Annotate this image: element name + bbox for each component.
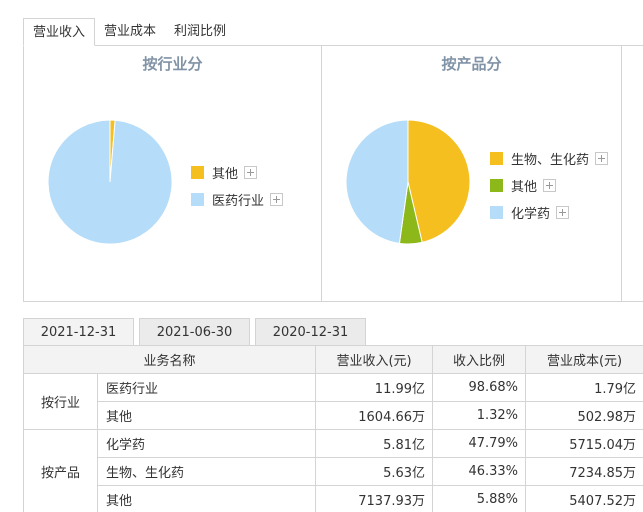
top-tab-bar: 营业收入 营业成本 利润比例 [23, 18, 235, 46]
legend-item-pharma-industry: 医药行业 [191, 186, 284, 213]
tab-cost[interactable]: 营业成本 [104, 24, 157, 39]
row-ratio: 1.32% [432, 401, 527, 430]
revenue-breakdown-table: 业务名称 营业收入(元) 收入比例 营业成本(元) 按行业 医药行业 11.99… [22, 345, 643, 512]
date-tab-2020-12-31[interactable]: 2020-12-31 [255, 318, 366, 346]
legend-swatch-other [490, 179, 503, 192]
table-row: 生物、生化药 5.63亿 46.33% 7234.85万 [24, 457, 643, 486]
group-label-product: 按产品 [23, 429, 98, 512]
table-header-row: 业务名称 营业收入(元) 收入比例 营业成本(元) [22, 345, 643, 374]
legend-item-other: 其他 [191, 159, 283, 186]
row-ratio: 47.79% [432, 429, 527, 458]
industry-pie-section: 按行业分 其他 医药行业 [24, 46, 322, 301]
legend-item-chemical-drug: 化学药 [490, 199, 608, 226]
pie-slice-1-0 [407, 119, 471, 243]
row-name: 化学药 [96, 429, 317, 458]
tab-revenue[interactable]: 营业收入 [23, 18, 96, 46]
date-tab-2021-12-31[interactable]: 2021-12-31 [23, 318, 134, 346]
industry-pie-chart [47, 119, 173, 245]
legend-swatch-biochem [490, 152, 503, 165]
expand-plus-icon[interactable] [270, 193, 284, 206]
product-pie-title: 按产品分 [441, 55, 502, 73]
expand-plus-icon[interactable] [556, 206, 570, 219]
product-pie-chart [345, 119, 471, 245]
legend-label-pharma-industry: 医药行业 [212, 194, 265, 209]
group-label-industry: 按行业 [23, 373, 98, 430]
legend-item-other: 其他 [490, 172, 608, 199]
pie-slice-1-2 [345, 119, 409, 244]
row-revenue: 7137.93万 [315, 485, 434, 512]
table-row: 其他 7137.93万 5.88% 5407.52万 [24, 485, 643, 512]
product-legend: 生物、生化药 其他 化学药 [490, 145, 609, 226]
row-revenue: 1604.66万 [315, 401, 434, 430]
row-cost: 1.79亿 [525, 373, 643, 402]
row-revenue: 5.81亿 [315, 429, 434, 458]
row-name: 生物、生化药 [96, 457, 317, 486]
col-header-ratio: 收入比例 [432, 345, 527, 374]
table-row: 其他 1604.66万 1.32% 502.98万 [24, 401, 643, 430]
expand-plus-icon[interactable] [244, 166, 258, 179]
product-pie-section: 按产品分 生物、生化药 其他 化学药 [322, 46, 622, 301]
legend-item-biochem: 生物、生化药 [490, 145, 609, 172]
expand-plus-icon[interactable] [543, 179, 557, 192]
pie-chart-panel: 按行业分 其他 医药行业 按产品分 生物、生化药 [23, 45, 643, 302]
legend-swatch-chemical-drug [490, 206, 503, 219]
report-date-tabs: 2021-12-31 2021-06-30 2020-12-31 [23, 318, 371, 346]
table-row: 按产品 化学药 5.81亿 47.79% 5715.04万 [23, 429, 643, 512]
row-cost: 502.98万 [525, 401, 643, 430]
industry-pie-title: 按行业分 [142, 55, 203, 73]
tab-profit-ratio[interactable]: 利润比例 [174, 24, 227, 39]
col-header-business-name: 业务名称 [22, 345, 317, 374]
table-row: 按行业 医药行业 11.99亿 98.68% 1.79亿 [23, 373, 643, 430]
row-name: 医药行业 [96, 373, 317, 402]
expand-plus-icon[interactable] [595, 152, 609, 165]
legend-label-other: 其他 [511, 180, 538, 195]
col-header-cost: 营业成本(元) [525, 345, 643, 374]
row-name: 其他 [96, 485, 317, 512]
row-cost: 5715.04万 [525, 429, 643, 458]
row-revenue: 11.99亿 [315, 373, 434, 402]
legend-swatch-other [191, 166, 204, 179]
pie-slice-0-1 [47, 119, 173, 245]
legend-label-biochem: 生物、生化药 [511, 153, 590, 168]
legend-label-other: 其他 [212, 167, 239, 182]
date-tab-2021-06-30[interactable]: 2021-06-30 [139, 318, 250, 346]
row-cost: 5407.52万 [525, 485, 643, 512]
legend-label-chemical-drug: 化学药 [511, 207, 551, 222]
col-header-revenue: 营业收入(元) [315, 345, 434, 374]
legend-swatch-pharma-industry [191, 193, 204, 206]
row-ratio: 5.88% [432, 485, 527, 512]
row-cost: 7234.85万 [525, 457, 643, 486]
row-ratio: 98.68% [432, 373, 527, 402]
row-revenue: 5.63亿 [315, 457, 434, 486]
row-name: 其他 [96, 401, 317, 430]
industry-legend: 其他 医药行业 [191, 159, 284, 213]
row-ratio: 46.33% [432, 457, 527, 486]
